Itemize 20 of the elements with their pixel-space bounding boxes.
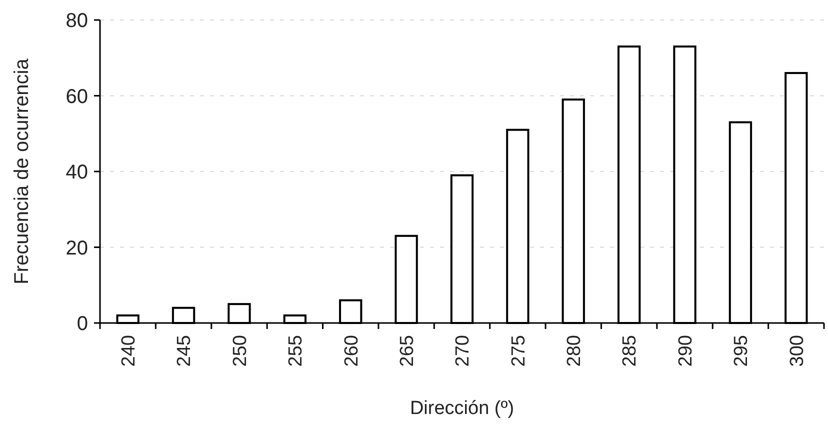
x-tick-label: 290: [675, 335, 696, 367]
y-tick-label: 80: [66, 10, 88, 32]
y-axis-title: Frecuencia de ocurrencia: [11, 58, 33, 284]
x-tick-label: 295: [731, 335, 752, 367]
x-tick-label: 280: [564, 335, 586, 367]
x-tick-label: 270: [452, 335, 474, 367]
x-tick-label: 275: [508, 335, 530, 367]
x-tick-label: 265: [396, 335, 418, 367]
x-tick-label: 240: [118, 335, 140, 367]
y-tick-label: 40: [66, 162, 88, 184]
x-tick-label: 250: [230, 335, 251, 367]
y-tick-label: 60: [66, 86, 88, 108]
x-tick-label: 260: [341, 335, 362, 367]
y-tick-label: 0: [76, 313, 88, 335]
x-tick-label: 255: [286, 335, 307, 367]
x-axis-title: Dirección (º): [410, 398, 514, 419]
x-tick-label: 300: [786, 335, 808, 367]
x-tick-label: 285: [620, 335, 641, 367]
x-tick-label: 245: [174, 335, 196, 367]
y-tick-label: 20: [66, 237, 88, 260]
